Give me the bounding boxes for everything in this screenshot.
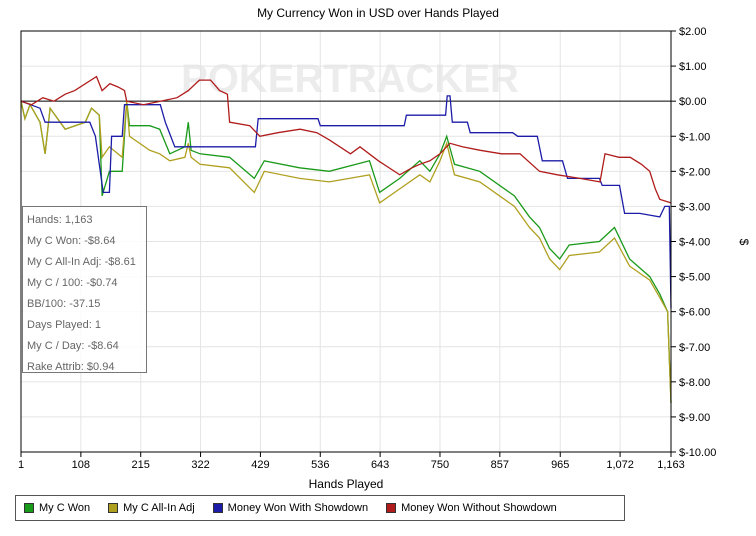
stat-rake: Rake Attrib: $0.94 <box>27 361 115 373</box>
y-tick-label: $-10.00 <box>679 447 716 459</box>
x-axis-label: Hands Played <box>309 477 384 491</box>
x-tick-label: 1 <box>18 459 24 471</box>
y-tick-label: $-6.00 <box>679 307 710 319</box>
stat-days: Days Played: 1 <box>27 319 101 331</box>
legend-item-with-showdown[interactable]: Money Won With Showdown <box>212 502 369 514</box>
x-tick-label: 536 <box>311 459 329 471</box>
y-tick-label: $1.00 <box>679 61 707 73</box>
chart-title: My Currency Won in USD over Hands Played <box>257 6 499 20</box>
y-tick-label: $-9.00 <box>679 412 710 424</box>
legend-item-without-showdown[interactable]: Money Won Without Showdown <box>386 502 557 514</box>
stat-allin-adj: My C All-In Adj: -$8.61 <box>27 256 136 268</box>
y-tick-label: $-5.00 <box>679 272 710 284</box>
legend-swatch <box>108 503 119 513</box>
stat-won: My C Won: -$8.64 <box>27 235 116 247</box>
x-tick-label: 965 <box>551 459 569 471</box>
x-tick-label: 750 <box>431 459 449 471</box>
legend-label: My C All-In Adj <box>123 502 195 514</box>
x-tick-label: 1,163 <box>657 459 685 471</box>
stats-box: Hands: 1,163 My C Won: -$8.64 My C All-I… <box>22 206 147 373</box>
x-tick-label: 215 <box>132 459 150 471</box>
legend-swatch <box>212 503 223 513</box>
y-tick-label: $-8.00 <box>679 377 710 389</box>
legend-item-my-c-won[interactable]: My C Won <box>24 502 90 514</box>
series-line-my-c-all-in-adj <box>20 101 672 403</box>
y-tick-label: $0.00 <box>679 96 707 108</box>
watermark-logo: POKERTRACKER <box>181 57 519 101</box>
y-tick-label: $-7.00 <box>679 342 710 354</box>
legend-label: Money Won Without Showdown <box>401 502 557 514</box>
x-tick-label: 108 <box>72 459 90 471</box>
y-tick-label: $2.00 <box>679 26 707 38</box>
y-tick-label: $-1.00 <box>679 131 710 143</box>
y-axis-label: $ <box>737 239 751 246</box>
legend-label: My C Won <box>39 502 91 514</box>
x-tick-label: 643 <box>371 459 389 471</box>
series-line-money-won-without-showdown <box>20 75 672 204</box>
x-tick-label: 857 <box>491 459 509 471</box>
x-tick-label: 1,072 <box>606 459 634 471</box>
y-tick-label: $-2.00 <box>679 166 710 178</box>
y-tick-label: $-3.00 <box>679 201 710 213</box>
legend-item-all-in-adj[interactable]: My C All-In Adj <box>108 502 195 514</box>
x-tick-label: 429 <box>251 459 269 471</box>
legend-label: Money Won With Showdown <box>227 502 369 514</box>
stat-per-100: My C / 100: -$0.74 <box>27 277 118 289</box>
legend-swatch <box>24 503 34 513</box>
stat-per-day: My C / Day: -$8.64 <box>27 340 119 352</box>
legend: My C Won My C All-In Adj Money Won With … <box>15 495 625 521</box>
y-tick-label: $-4.00 <box>679 237 710 249</box>
stat-bb-100: BB/100: -37.15 <box>27 298 101 310</box>
x-tick-label: 322 <box>191 459 209 471</box>
legend-swatch <box>386 503 397 513</box>
series-line-money-won-with-showdown <box>20 95 672 309</box>
plot-area-border <box>20 30 672 453</box>
stat-hands: Hands: 1,163 <box>27 214 93 226</box>
